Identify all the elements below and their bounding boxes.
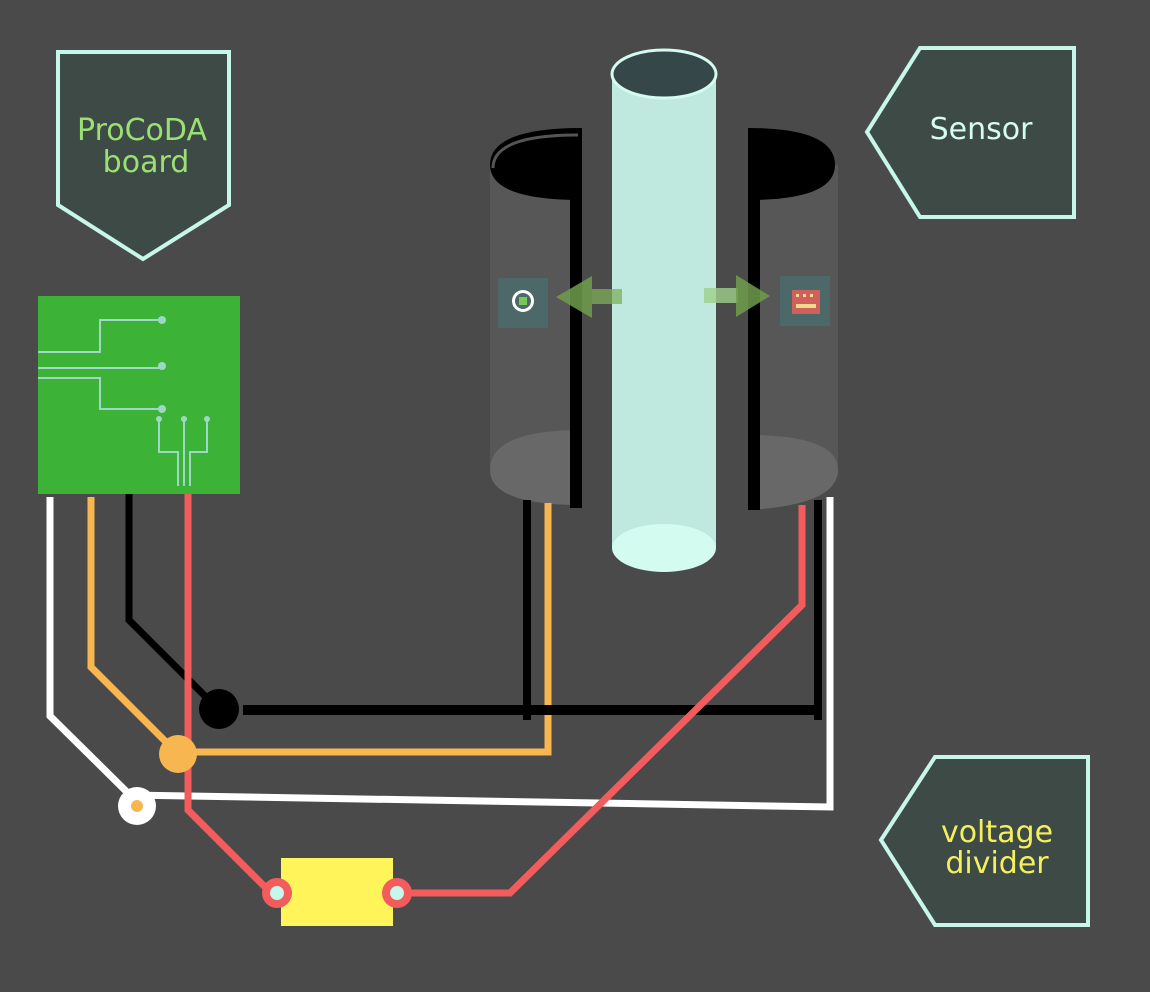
orange-junction-node bbox=[159, 735, 197, 773]
sensor-left-half bbox=[490, 128, 582, 508]
light-arrow-left bbox=[556, 276, 622, 318]
sensor-housing bbox=[490, 128, 838, 510]
divider-label-line2: divider bbox=[945, 846, 1049, 881]
procoda-board-pcb bbox=[38, 296, 240, 494]
sample-tube bbox=[610, 48, 718, 572]
photodetector-icon bbox=[780, 276, 830, 326]
sensor-callout: Sensor bbox=[864, 46, 1076, 219]
divider-label-line1: voltage bbox=[941, 815, 1053, 850]
divider-callout: voltage divider bbox=[878, 755, 1090, 927]
sensor-right-half bbox=[748, 128, 838, 510]
wire-red bbox=[184, 493, 269, 891]
light-arrow-right bbox=[704, 275, 770, 317]
board-label-line1: ProCoDA bbox=[77, 113, 207, 148]
led-emitter-icon bbox=[498, 278, 548, 328]
white-junction-node bbox=[118, 787, 156, 825]
black-junction-node bbox=[199, 689, 239, 729]
board-label-line2: board bbox=[103, 145, 190, 180]
wire-red-return bbox=[405, 505, 806, 897]
wire-black bbox=[125, 494, 218, 709]
voltage-divider-resistor bbox=[262, 858, 412, 926]
board-callout: ProCoDA board bbox=[56, 50, 231, 262]
sensor-label: Sensor bbox=[930, 112, 1033, 147]
